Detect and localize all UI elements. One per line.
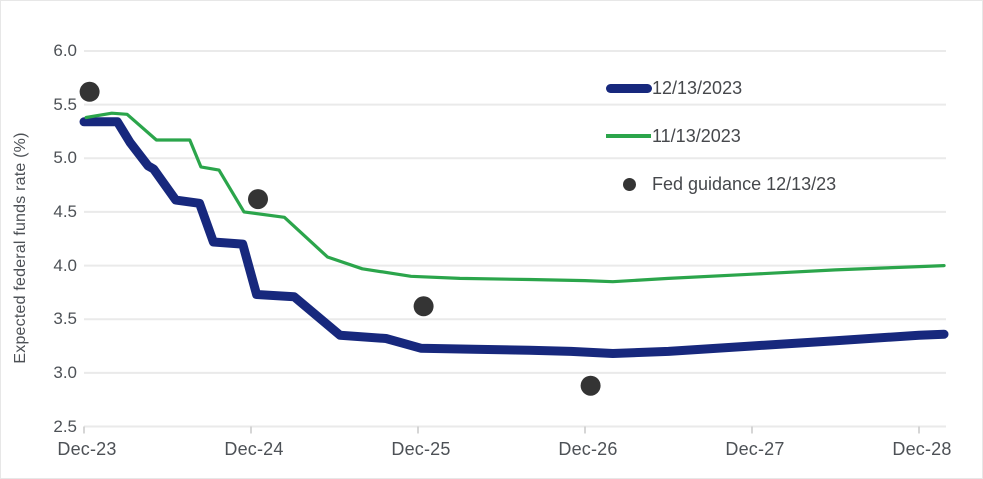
legend-item-12-13-2023: 12/13/2023 [606,77,836,99]
y-tick-label-2.5: 2.5 [53,416,77,436]
x-tick-label-dec-25: Dec-25 [391,439,451,459]
legend-item-fed-guidance-12-13-23: Fed guidance 12/13/23 [606,173,836,195]
series-line-11-13-2023 [84,111,946,284]
legend-dot-icon [606,173,652,195]
y-tick-label-5.0: 5.0 [53,148,77,168]
y-tick-label-6.0: 6.0 [53,41,77,60]
x-tick-label-dec-28: Dec-28 [892,439,952,459]
fed-guidance-12-13-23-dot [248,189,268,210]
y-tick-label-3.0: 3.0 [53,362,77,382]
x-tick-label-dec-23: Dec-23 [57,439,117,459]
x-tick-label-dec-24: Dec-24 [224,439,284,459]
fed-guidance-12-13-23-dot [580,375,601,396]
fed-guidance-12-13-23-dot [79,81,100,102]
y-tick-label-4.5: 4.5 [53,201,77,221]
legend-label: Fed guidance 12/13/23 [652,173,837,194]
series-line-12-13-2023 [79,117,949,358]
legend-swatch-dot [623,177,636,191]
legend-line-icon [606,77,652,99]
legend-item-11-13-2023: 11/13/2023 [606,125,836,147]
x-tick-label-dec-26: Dec-26 [558,439,618,459]
y-tick-label-3.5: 3.5 [53,309,77,329]
legend: 12/13/2023 11/13/2023 Fed guidance 12/13/2… [606,77,836,221]
y-tick-label-5.5: 5.5 [53,94,77,114]
legend-label: 11/13/2023 [652,125,741,146]
legend-swatch-thin-line [606,134,651,138]
legend-line-icon [606,125,652,147]
legend-label: 12/13/2023 [652,77,743,98]
y-axis-title: Expected federal funds rate (%) [12,132,29,364]
x-tick-label-dec-27: Dec-27 [725,439,785,459]
y-tick-label-4.0: 4.0 [53,255,77,275]
legend-swatch-thick-line [606,83,652,93]
fed-guidance-12-13-23-dot [413,296,434,317]
